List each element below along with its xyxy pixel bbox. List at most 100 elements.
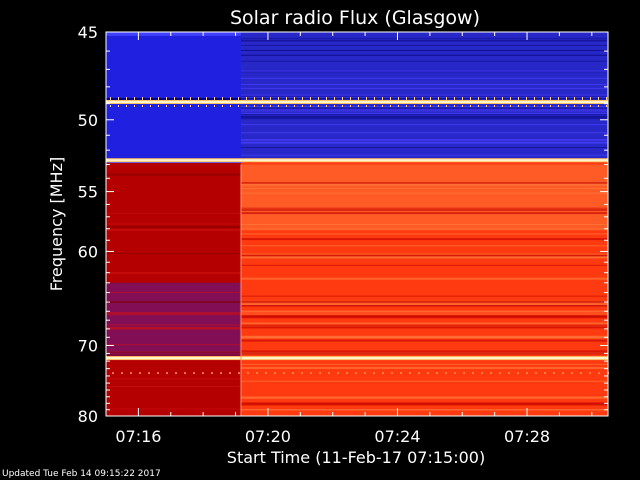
heatmap-purple-patch	[106, 282, 241, 357]
rfi-dot	[382, 372, 384, 375]
y-tick-label: 80	[78, 407, 98, 426]
rfi-dot	[390, 97, 391, 101]
heatmap-bright-sub-band	[240, 164, 609, 229]
heatmap-stripe	[240, 352, 609, 355]
rfi-dot	[142, 97, 143, 101]
rfi-dot	[606, 97, 607, 101]
rfi-dot	[518, 105, 519, 108]
rfi-dot	[292, 372, 294, 375]
rfi-dot	[214, 105, 215, 108]
rfi-dot	[590, 105, 591, 108]
heatmap-stripe	[240, 403, 609, 406]
rfi-dot	[510, 97, 511, 101]
heatmap-stripe	[240, 305, 609, 307]
rfi-dot	[598, 97, 599, 101]
rfi-dot	[238, 97, 239, 101]
heatmap-stripe	[240, 83, 609, 85]
rfi-dot	[110, 97, 111, 101]
rfi-dot	[326, 105, 327, 108]
rfi-dot	[270, 105, 271, 108]
rfi-dot	[247, 372, 249, 375]
heatmap-stripe	[240, 277, 609, 280]
heatmap-stripe	[240, 44, 609, 46]
x-tick-label: 07:28	[504, 427, 550, 446]
rfi-dot	[414, 105, 415, 108]
x-tick-label: 07:16	[115, 427, 161, 446]
rfi-dot	[590, 97, 591, 101]
rfi-dot	[342, 97, 343, 101]
rfi-dot	[406, 105, 407, 108]
heatmap-stripe	[106, 344, 241, 346]
rfi-dot	[328, 372, 330, 375]
rfi-dot	[220, 372, 222, 375]
rfi-dot	[366, 105, 367, 108]
rfi-dot	[558, 97, 559, 101]
rfi-dot	[470, 105, 471, 108]
rfi-dot	[254, 105, 255, 108]
rfi-dot	[211, 372, 213, 375]
rfi-dot	[430, 105, 431, 108]
rfi-dot	[142, 105, 143, 108]
heatmap-stripe	[240, 116, 609, 118]
heatmap-stripe	[240, 113, 609, 115]
rfi-dot	[148, 372, 150, 375]
heatmap-stripe	[240, 40, 609, 42]
rfi-dot	[130, 372, 132, 375]
rfi-dot	[542, 97, 543, 101]
rfi-dot	[582, 97, 583, 101]
rfi-dot	[422, 97, 423, 101]
rfi-dot	[302, 105, 303, 108]
rfi-dot	[270, 97, 271, 101]
rfi-dot	[318, 97, 319, 101]
rfi-dot	[364, 372, 366, 375]
heatmap-stripe	[240, 94, 609, 96]
heatmap-stripe	[106, 314, 241, 316]
rfi-dot	[446, 97, 447, 101]
rfi-dot	[494, 97, 495, 101]
heatmap-stripe	[240, 363, 609, 365]
rfi-dot	[190, 105, 191, 108]
rfi-dot	[182, 97, 183, 101]
rfi-dot	[326, 97, 327, 101]
heatmap-stripe	[240, 238, 609, 241]
rfi-dot	[238, 372, 240, 375]
heatmap-stripe	[240, 409, 609, 411]
heatmap-stripe	[240, 114, 609, 116]
heatmap-stripe	[106, 408, 241, 410]
rfi-dot	[430, 97, 431, 101]
rfi-dot	[398, 105, 399, 108]
heatmap-stripe	[240, 118, 609, 120]
rfi-dot	[265, 372, 267, 375]
heatmap-stripe	[106, 173, 241, 176]
rfi-dot	[318, 105, 319, 108]
rfi-dot	[534, 97, 535, 101]
rfi-dot	[481, 372, 483, 375]
rfi-dot	[222, 105, 223, 108]
rfi-dot	[166, 105, 167, 108]
rfi-dot	[182, 105, 183, 108]
rfi-dot	[472, 372, 474, 375]
rfi-dot	[134, 97, 135, 101]
heatmap-stripe	[240, 322, 609, 325]
rfi-dot	[462, 97, 463, 101]
rfi-dot	[390, 105, 391, 108]
rfi-dot	[374, 105, 375, 108]
rfi-dot	[478, 105, 479, 108]
heatmap-stripe	[240, 295, 609, 297]
heatmap-stripe	[240, 209, 609, 211]
heatmap-stripe	[240, 209, 609, 211]
rfi-dot	[190, 97, 191, 101]
rfi-dot	[262, 105, 263, 108]
heatmap-stripe	[240, 305, 609, 307]
heatmap-stripe	[106, 324, 241, 326]
x-axis-label: Start Time (11-Feb-17 07:15:00)	[227, 448, 485, 467]
rfi-dot	[238, 105, 239, 108]
rfi-dot	[582, 105, 583, 108]
rfi-dot	[490, 372, 492, 375]
rfi-dot	[286, 97, 287, 101]
heatmap-stripe	[240, 233, 609, 235]
rfi-dot	[427, 372, 429, 375]
rfi-line-core	[106, 101, 608, 104]
plot-area	[106, 32, 609, 416]
heatmap-stripe	[240, 310, 609, 313]
